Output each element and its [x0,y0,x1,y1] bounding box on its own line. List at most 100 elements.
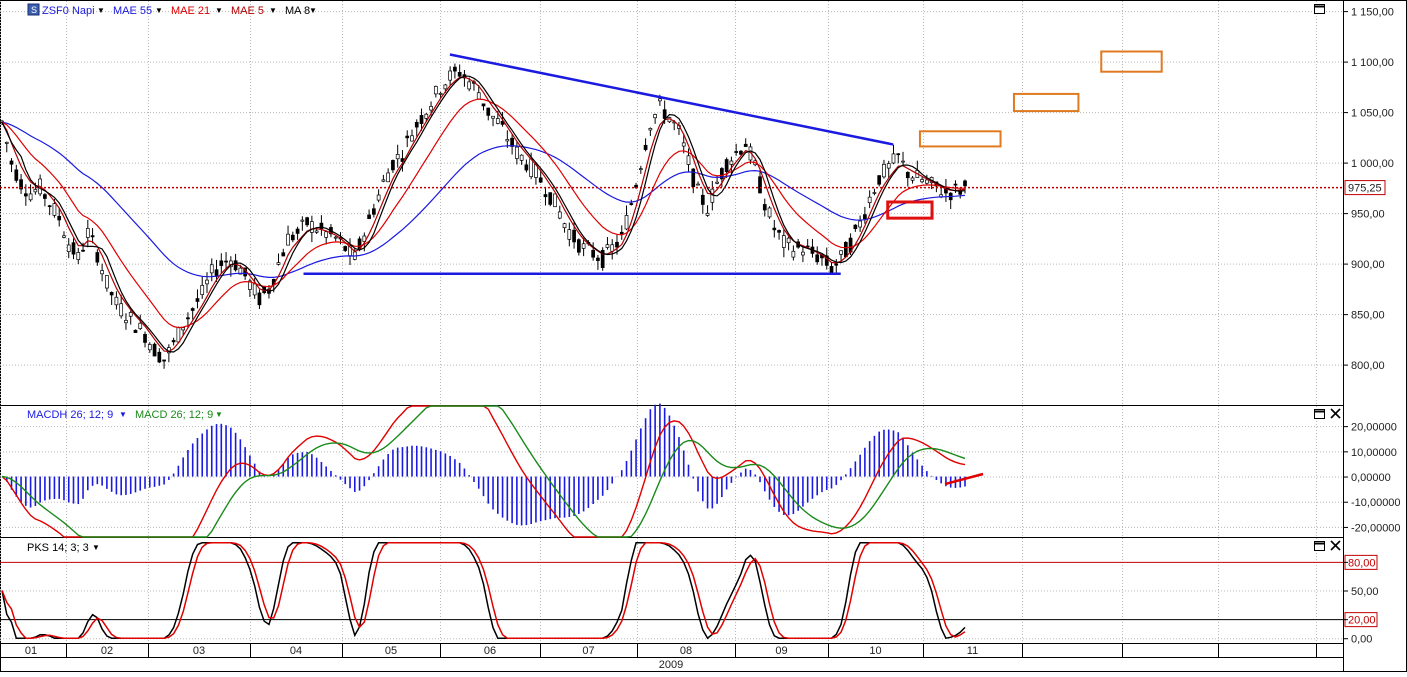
candle [433,85,438,98]
candle-body [62,235,66,238]
resistance-trendline [449,53,894,146]
macd-line [1,405,966,538]
candle [762,198,767,217]
candle [76,247,81,265]
macd-tick-label: 10,00000 [1351,447,1397,459]
candle [395,144,400,168]
candle [424,112,429,122]
dropdown-icon[interactable]: ▼ [119,410,127,419]
indicator-label-1[interactable]: MAE 55 [113,5,152,17]
candle [376,189,381,203]
candle-body [257,292,262,306]
candle-body [882,163,886,178]
candle-body [386,172,391,183]
candle-body [295,228,300,234]
candle-body [786,237,791,244]
dropdown-icon[interactable]: ▼ [269,6,277,15]
candle-body [777,230,781,233]
candle-body [791,250,796,258]
candle-body [219,260,224,266]
last-price-badge [1344,180,1386,196]
candle [553,193,557,208]
price-tick-label: 1 150,00 [1351,7,1394,19]
chart-symbol-icon[interactable]: S [27,3,40,16]
macd-close-icon[interactable] [1330,408,1341,419]
candle [920,176,924,184]
candle-body [829,266,834,274]
candle-body [171,340,176,343]
candle [324,230,329,245]
macd-tick-label: 20,00000 [1351,422,1397,434]
candle-body [114,296,119,306]
month-label: 06 [484,645,496,657]
symbol-selector[interactable]: ZSF0 Napi [42,5,95,17]
stochastic-series [1,542,966,640]
candle [948,192,953,210]
candle-body [362,235,367,242]
candle [729,156,734,174]
candle-body [85,228,90,238]
candle [152,342,157,357]
candle [596,254,600,270]
candle [138,314,143,331]
candle-body [872,192,877,194]
macd-legend-label-1[interactable]: MACDH 26; 12; 9 [27,409,113,421]
indicator-label-2[interactable]: MAE 21 [171,5,210,17]
candle-body [538,177,543,183]
stoch-maximize-icon[interactable] [1314,541,1325,551]
dropdown-icon[interactable]: ▼ [215,6,223,15]
dropdown-icon[interactable]: ▼ [97,6,105,15]
candle [43,193,47,207]
candle-body [720,168,724,180]
candle-body [152,343,157,357]
macd-maximize-icon[interactable] [1314,409,1325,419]
candle-body [581,243,586,249]
stoch-close-icon[interactable] [1330,540,1341,551]
candle [414,119,419,137]
stoch-legend-label[interactable]: PKS 14; 3; 3 [27,542,89,554]
candle [405,130,410,148]
candle-body [491,115,495,119]
dropdown-icon[interactable]: ▼ [309,6,317,15]
candle-body [214,269,219,277]
candle-body [314,230,319,233]
candle-body [638,168,643,170]
candle-body [896,153,901,156]
dropdown-icon[interactable]: ▼ [215,410,223,419]
candle [171,337,176,346]
candle-body [333,236,338,239]
candle-body [190,308,195,311]
candle [681,133,686,154]
candle [295,226,300,240]
price-maximize-icon[interactable] [1314,4,1325,14]
candle-body [524,164,529,171]
candle-body [281,252,286,257]
price-pane [0,0,1344,406]
candle [162,359,166,369]
candle-body [548,192,553,205]
target-box-2 [1012,92,1080,113]
candle [815,246,820,265]
macd-legend-label-2[interactable]: MACD 26; 12; 9 [135,409,213,421]
candle [772,219,777,238]
candle-body [562,223,567,229]
candle [781,229,786,258]
candle-body [195,298,200,302]
candle-body [47,205,52,208]
dropdown-icon[interactable]: ▼ [92,543,100,552]
toolbar: S ZSF0 Napi MAE 55 ▼ MAE 21 ▼ MAE 5 ▼ MA 8▼▼ [27,3,317,17]
candle [600,247,605,271]
candle-body [395,154,400,160]
candle [872,188,877,196]
support-box [886,200,934,220]
indicator-label-3[interactable]: MAE 5 [231,5,264,17]
candle [510,134,514,155]
candle [810,238,815,258]
indicator-label-4[interactable]: MA 8 [285,5,310,17]
dropdown-icon[interactable]: ▼ [155,6,163,15]
candle-body [705,212,710,216]
candle [653,113,657,124]
candle-body [224,260,228,263]
candle [605,237,610,250]
